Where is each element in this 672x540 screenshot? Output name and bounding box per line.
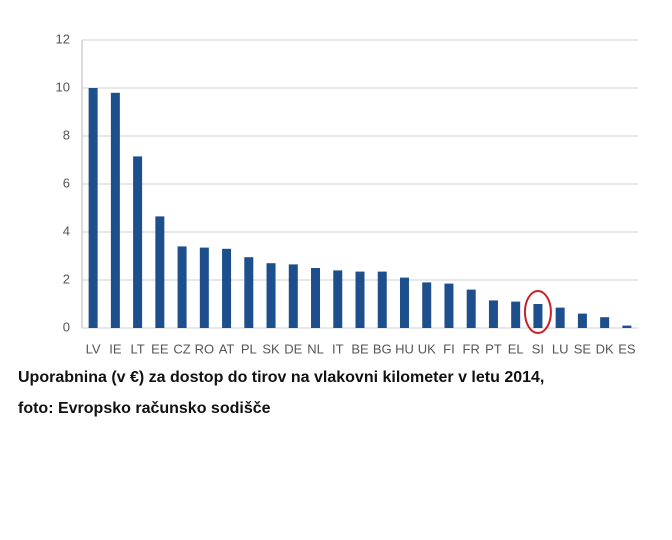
bar bbox=[488, 300, 498, 328]
bar bbox=[355, 271, 365, 328]
x-tick-label: HU bbox=[395, 341, 414, 356]
bar bbox=[577, 313, 587, 328]
x-tick-label: PT bbox=[485, 341, 502, 356]
y-tick-label: 12 bbox=[56, 31, 70, 46]
bar bbox=[222, 248, 232, 328]
x-tick-label: DK bbox=[596, 341, 614, 356]
x-tick-label: SE bbox=[574, 341, 592, 356]
bar bbox=[244, 257, 254, 328]
x-tick-label: LV bbox=[86, 341, 101, 356]
bar bbox=[622, 325, 632, 328]
y-tick-label: 4 bbox=[63, 223, 70, 238]
x-tick-label: FI bbox=[443, 341, 455, 356]
x-tick-label: LU bbox=[552, 341, 569, 356]
caption-line: foto: Evropsko računsko sodišče bbox=[18, 400, 271, 417]
bar bbox=[155, 216, 165, 328]
bar bbox=[511, 301, 521, 328]
bar bbox=[533, 304, 543, 328]
bar bbox=[88, 88, 98, 328]
x-tick-label: UK bbox=[418, 341, 436, 356]
x-tick-label: BE bbox=[351, 341, 369, 356]
x-tick-label: IT bbox=[332, 341, 344, 356]
y-tick-label: 6 bbox=[63, 175, 70, 190]
caption-line: Uporabnina (v €) za dostop do tirov na v… bbox=[18, 369, 544, 386]
bar bbox=[133, 156, 143, 328]
bar bbox=[600, 317, 610, 328]
x-tick-label: PL bbox=[241, 341, 257, 356]
bar bbox=[466, 289, 476, 328]
bar bbox=[444, 283, 454, 328]
bar bbox=[555, 307, 565, 328]
x-tick-label: CZ bbox=[173, 341, 190, 356]
y-tick-label: 2 bbox=[63, 271, 70, 286]
x-tick-label: DE bbox=[284, 341, 302, 356]
x-tick-label: SK bbox=[262, 341, 280, 356]
x-tick-label: ES bbox=[618, 341, 636, 356]
highlight-circle bbox=[523, 290, 552, 334]
x-tick-label: EE bbox=[151, 341, 169, 356]
bar bbox=[110, 92, 120, 328]
y-tick-label: 10 bbox=[56, 79, 70, 94]
y-tick-label: 0 bbox=[63, 319, 70, 334]
x-tick-label: BG bbox=[373, 341, 392, 356]
x-tick-label: AT bbox=[219, 341, 235, 356]
bar bbox=[377, 271, 387, 328]
bar bbox=[399, 277, 409, 328]
x-tick-label: SI bbox=[532, 341, 544, 356]
x-tick-label: NL bbox=[307, 341, 324, 356]
x-tick-label: EL bbox=[508, 341, 524, 356]
x-tick-label: FR bbox=[463, 341, 480, 356]
bar bbox=[199, 247, 209, 328]
bar bbox=[333, 270, 343, 328]
x-tick-label: RO bbox=[195, 341, 215, 356]
bar bbox=[311, 268, 321, 328]
x-tick-label: IE bbox=[109, 341, 122, 356]
x-tick-label: LT bbox=[130, 341, 144, 356]
y-tick-label: 8 bbox=[63, 127, 70, 142]
bar bbox=[177, 246, 187, 328]
bar bbox=[422, 282, 432, 328]
bar bbox=[266, 263, 276, 328]
bar bbox=[288, 264, 298, 328]
